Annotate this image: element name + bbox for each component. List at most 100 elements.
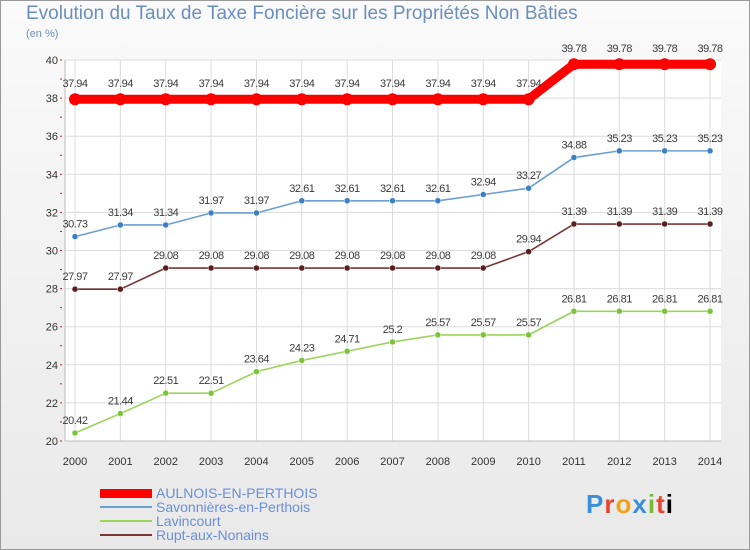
data-point bbox=[616, 147, 623, 155]
data-label: 29.08 bbox=[425, 250, 450, 262]
y-tick-label: 26 bbox=[46, 322, 58, 334]
data-point bbox=[298, 264, 306, 272]
data-point bbox=[477, 93, 490, 106]
legend-swatch bbox=[100, 489, 152, 498]
data-point bbox=[479, 331, 487, 339]
data-label: 31.97 bbox=[199, 195, 224, 207]
proxiti-logo: Proxiti bbox=[586, 489, 674, 519]
data-label: 37.94 bbox=[289, 78, 314, 90]
data-label: 29.08 bbox=[289, 250, 314, 262]
data-point bbox=[71, 233, 79, 240]
data-point bbox=[343, 197, 351, 205]
data-point bbox=[706, 220, 714, 228]
data-point bbox=[570, 308, 578, 315]
data-point bbox=[525, 331, 532, 339]
data-label: 25.57 bbox=[516, 317, 541, 329]
data-label: 29.08 bbox=[471, 250, 496, 262]
data-label: 39.78 bbox=[698, 43, 723, 55]
data-point bbox=[253, 264, 260, 272]
legend-swatch bbox=[100, 534, 152, 536]
data-label: 31.97 bbox=[244, 195, 269, 207]
data-point bbox=[207, 389, 215, 397]
data-label: 31.34 bbox=[153, 207, 178, 219]
data-label: 32.94 bbox=[471, 176, 496, 188]
y-tick-label: 36 bbox=[46, 131, 58, 143]
data-point bbox=[71, 429, 79, 437]
data-point bbox=[71, 285, 79, 293]
data-label: 34.88 bbox=[561, 140, 586, 152]
chart-title: Evolution du Taux de Taxe Foncière sur l… bbox=[26, 3, 578, 24]
legend-item[interactable]: Lavincourt bbox=[100, 513, 400, 529]
data-point bbox=[114, 93, 127, 106]
data-label: 20.42 bbox=[62, 415, 87, 427]
data-label: 31.39 bbox=[607, 206, 632, 218]
y-tick-label: 38 bbox=[46, 93, 58, 105]
data-label: 32.61 bbox=[425, 183, 450, 195]
data-label: 24.23 bbox=[289, 342, 314, 354]
data-label: 21.44 bbox=[108, 396, 133, 408]
x-tick-label: 2011 bbox=[562, 456, 586, 468]
data-label: 25.57 bbox=[471, 317, 496, 329]
y-tick-label: 40 bbox=[46, 55, 58, 67]
data-label: 27.97 bbox=[62, 271, 87, 283]
x-tick-label: 2008 bbox=[426, 456, 450, 468]
y-tick-label: 28 bbox=[46, 284, 58, 296]
x-tick-label: 2007 bbox=[380, 456, 404, 468]
data-label: 37.94 bbox=[516, 78, 541, 90]
y-tick-label: 20 bbox=[46, 436, 58, 448]
data-label: 31.39 bbox=[561, 206, 586, 218]
data-label: 35.23 bbox=[652, 133, 677, 145]
legend-item[interactable]: Rupt-aux-Nonains bbox=[100, 527, 400, 543]
data-label: 37.94 bbox=[471, 78, 496, 90]
legend: AULNOIS-EN-PERTHOIS Savonnières-en-Perth… bbox=[100, 485, 400, 543]
x-tick-label: 2006 bbox=[335, 456, 359, 468]
y-tick-label: 22 bbox=[46, 398, 58, 410]
x-tick-label: 2002 bbox=[153, 456, 177, 468]
data-point bbox=[616, 220, 623, 228]
data-point bbox=[343, 264, 351, 272]
data-label: 22.51 bbox=[153, 375, 178, 387]
x-tick-label: 2012 bbox=[607, 456, 631, 468]
data-point bbox=[117, 221, 124, 229]
data-point bbox=[253, 209, 260, 217]
data-point bbox=[658, 58, 671, 71]
data-label: 37.94 bbox=[153, 78, 178, 90]
data-label: 37.94 bbox=[199, 78, 224, 90]
legend-label: Lavincourt bbox=[156, 513, 221, 529]
data-point bbox=[434, 264, 442, 272]
data-point bbox=[343, 348, 351, 355]
data-label: 37.94 bbox=[335, 78, 360, 90]
data-label: 39.78 bbox=[652, 43, 677, 55]
data-label: 29.08 bbox=[380, 250, 405, 262]
y-tick-label: 32 bbox=[46, 207, 58, 219]
data-label: 26.81 bbox=[561, 293, 586, 305]
data-point bbox=[570, 220, 578, 228]
data-label: 23.64 bbox=[244, 354, 269, 366]
data-label: 26.81 bbox=[652, 293, 677, 305]
data-label: 33.27 bbox=[516, 170, 541, 182]
data-point bbox=[706, 308, 714, 315]
data-label: 31.39 bbox=[652, 206, 677, 218]
legend-item[interactable]: AULNOIS-EN-PERTHOIS bbox=[100, 485, 400, 501]
data-label: 29.08 bbox=[244, 250, 269, 262]
x-tick-label: 2005 bbox=[290, 456, 314, 468]
data-label: 29.08 bbox=[335, 250, 360, 262]
legend-label: Savonnières-en-Perthois bbox=[156, 499, 311, 515]
data-point bbox=[431, 93, 444, 106]
data-point bbox=[661, 220, 668, 228]
x-tick-label: 2014 bbox=[698, 456, 722, 468]
data-point bbox=[207, 264, 215, 272]
data-label: 26.81 bbox=[698, 293, 723, 305]
data-point bbox=[117, 285, 124, 293]
data-label: 32.61 bbox=[380, 183, 405, 195]
data-point bbox=[522, 93, 535, 106]
data-label: 35.23 bbox=[698, 133, 723, 145]
legend-swatch bbox=[100, 520, 152, 522]
data-label: 35.23 bbox=[607, 133, 632, 145]
data-point bbox=[525, 248, 532, 255]
data-point bbox=[525, 184, 532, 192]
legend-item[interactable]: Savonnières-en-Perthois bbox=[100, 499, 400, 515]
data-point bbox=[434, 331, 442, 339]
data-label: 31.39 bbox=[698, 206, 723, 218]
data-point bbox=[661, 308, 668, 315]
